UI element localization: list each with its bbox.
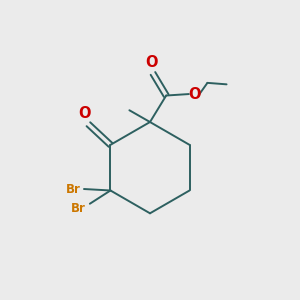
Text: Br: Br [70,202,86,215]
Text: O: O [188,87,200,102]
Text: O: O [145,55,158,70]
Text: Br: Br [66,182,81,196]
Text: O: O [79,106,91,121]
